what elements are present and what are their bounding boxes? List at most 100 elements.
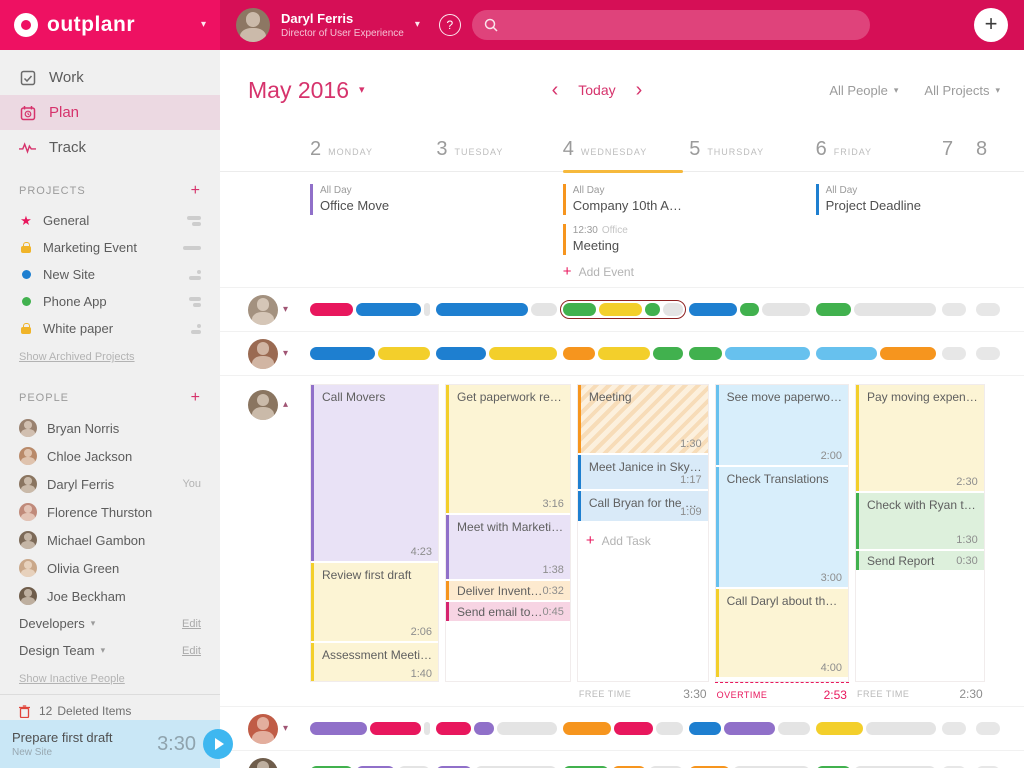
day-header-monday[interactable]: 2 MONDAY: [310, 138, 430, 171]
sidebar-project-white-paper[interactable]: White paper: [0, 315, 220, 342]
avatar: [19, 503, 37, 521]
add-project-button[interactable]: +: [190, 182, 201, 199]
group-name[interactable]: Developers: [19, 616, 85, 631]
event-meeting[interactable]: 12:30 Office Meeting: [562, 224, 683, 255]
day-header-wednesday[interactable]: 4 WEDNESDAY: [562, 138, 684, 173]
sidebar-item-work[interactable]: Work: [0, 60, 220, 95]
day-header-tuesday[interactable]: 3 TUESDAY: [436, 138, 556, 171]
sidebar-person-michael-gambon[interactable]: Michael Gambon: [0, 526, 220, 554]
schedule-bar-day-2[interactable]: [436, 766, 557, 768]
sidebar-person-bryan-norris[interactable]: Bryan Norris: [0, 414, 220, 442]
schedule-bar-day-5[interactable]: [815, 347, 936, 360]
people-filter[interactable]: All People ▾: [829, 83, 898, 98]
avatar[interactable]: [248, 757, 278, 768]
schedule-bar-day-1[interactable]: [310, 722, 431, 735]
brand-chevron-down-icon[interactable]: ▾: [200, 19, 206, 30]
avatar[interactable]: [248, 294, 278, 325]
month-selector[interactable]: May 2016 ▾: [248, 77, 365, 104]
schedule-bar-day-3[interactable]: [562, 722, 684, 735]
task-assessment-meeti[interactable]: Assessment Meeti… 1:40: [311, 643, 439, 681]
task-call-bryan-for-the[interactable]: Call Bryan for the … 1:09: [577, 491, 708, 521]
projects-filter[interactable]: All Projects ▾: [924, 83, 1000, 98]
task-meeting[interactable]: Meeting 1:30: [577, 385, 708, 453]
sidebar-item-plan[interactable]: Plan: [0, 95, 220, 130]
add-task-button[interactable]: + Add Task: [578, 523, 708, 558]
sidebar-person-florence-thurston[interactable]: Florence Thurston: [0, 498, 220, 526]
schedule-bar-day-1[interactable]: [310, 347, 431, 360]
day-header-thursday[interactable]: 5 THURSDAY: [689, 138, 809, 171]
help-button[interactable]: ?: [438, 14, 461, 36]
sidebar-person-olivia-green[interactable]: Olivia Green: [0, 554, 220, 582]
add-event-button[interactable]: + Add Event: [563, 264, 683, 279]
sidebar-person-joe-beckham[interactable]: Joe Beckham: [0, 582, 220, 610]
expand-chevron-down-icon[interactable]: ▾: [283, 303, 289, 315]
group-edit-link[interactable]: Edit: [182, 617, 201, 630]
schedule-bar-day-2[interactable]: [436, 303, 557, 316]
sidebar-person-chloe-jackson[interactable]: Chloe Jackson: [0, 442, 220, 470]
event-project-deadline[interactable]: All Day Project Deadline: [815, 184, 936, 215]
show-inactive-people-link[interactable]: Show Inactive People: [19, 673, 125, 685]
schedule-bar-day-1[interactable]: [310, 303, 431, 316]
day-name: MONDAY: [328, 147, 373, 157]
play-button[interactable]: [203, 729, 233, 759]
schedule-bar-day-5[interactable]: [815, 303, 936, 316]
show-archived-projects-link[interactable]: Show Archived Projects: [19, 351, 135, 363]
expand-chevron-down-icon[interactable]: ▾: [283, 722, 289, 734]
group-name[interactable]: Design Team: [19, 643, 95, 658]
task-meet-janice-in-sky[interactable]: Meet Janice in Sky… 1:17: [577, 455, 708, 489]
group-edit-link[interactable]: Edit: [182, 644, 201, 657]
add-person-button[interactable]: +: [190, 389, 201, 406]
avatar[interactable]: [248, 390, 278, 420]
schedule-bar-day-4[interactable]: [689, 347, 810, 360]
task-send-report[interactable]: Send Report 0:30: [855, 551, 984, 570]
sidebar-person-daryl-ferris[interactable]: Daryl Ferris You: [0, 470, 220, 498]
task-check-translations[interactable]: Check Translations 3:00: [715, 467, 848, 587]
sidebar-project-marketing-event[interactable]: Marketing Event: [0, 234, 220, 261]
user-avatar[interactable]: [236, 8, 270, 42]
schedule-bar-day-3[interactable]: [562, 347, 684, 360]
schedule-bar-day-5[interactable]: [815, 766, 936, 768]
schedule-bar-day-4[interactable]: [689, 722, 810, 735]
search-bar[interactable]: [471, 10, 870, 40]
day-header-friday[interactable]: 6 FRIDAY: [816, 138, 936, 171]
user-menu-chevron-down-icon[interactable]: ▾: [414, 19, 420, 30]
task-send-email-to[interactable]: Send email to… 0:45: [446, 602, 570, 621]
task-check-with-ryan-t[interactable]: Check with Ryan t… 1:30: [855, 493, 984, 549]
collapse-chevron-up-icon[interactable]: ▴: [283, 399, 289, 410]
deleted-items[interactable]: 12 Deleted Items: [0, 694, 220, 727]
schedule-bar-day-2[interactable]: [436, 722, 557, 735]
schedule-bar-day-2[interactable]: [436, 347, 557, 360]
next-week-button[interactable]: ›: [635, 79, 643, 101]
task-pay-moving-expen[interactable]: Pay moving expen… 2:30: [855, 385, 984, 491]
user-info[interactable]: Daryl Ferris Director of User Experience: [281, 11, 404, 39]
avatar[interactable]: [248, 338, 278, 369]
task-see-move-paperwo[interactable]: See move paperwo… 2:00: [715, 385, 848, 465]
task-get-paperwork-re[interactable]: Get paperwork re… 3:16: [446, 385, 570, 513]
schedule-bar-day-3[interactable]: [559, 300, 687, 319]
day-header-8[interactable]: 8: [976, 138, 1004, 171]
event-office-move[interactable]: All Day Office Move: [310, 184, 430, 215]
prev-week-button[interactable]: ‹: [551, 79, 559, 101]
search-input[interactable]: [505, 17, 858, 33]
task-call-movers[interactable]: Call Movers 4:23: [311, 385, 439, 561]
event-company-10th-a[interactable]: All Day Company 10th A…: [562, 184, 683, 215]
sidebar-project-new-site[interactable]: New Site: [0, 261, 220, 288]
schedule-bar-day-1[interactable]: [310, 766, 431, 768]
schedule-bar-day-4[interactable]: [689, 303, 810, 316]
brand-area[interactable]: outplanr ▾: [0, 0, 220, 50]
task-meet-with-marketi[interactable]: Meet with Marketi… 1:38: [446, 515, 570, 579]
expand-chevron-down-icon[interactable]: ▾: [283, 347, 289, 359]
task-review-first-draft[interactable]: Review first draft 2:06: [311, 563, 439, 641]
sidebar-project-general[interactable]: ★ General: [0, 207, 220, 234]
today-button[interactable]: Today: [578, 82, 616, 98]
task-call-daryl-about-th[interactable]: Call Daryl about th… 4:00: [715, 589, 848, 677]
schedule-bar-day-3[interactable]: [562, 766, 684, 768]
schedule-bar-day-5[interactable]: [815, 722, 936, 735]
schedule-bar-day-4[interactable]: [689, 766, 810, 768]
sidebar-project-phone-app[interactable]: Phone App: [0, 288, 220, 315]
task-deliver-invent[interactable]: Deliver Invent… 0:32: [446, 581, 570, 600]
avatar[interactable]: [248, 713, 278, 744]
add-button[interactable]: +: [974, 8, 1008, 42]
sidebar-item-track[interactable]: Track: [0, 130, 220, 165]
day-header-7[interactable]: 7: [942, 138, 970, 171]
